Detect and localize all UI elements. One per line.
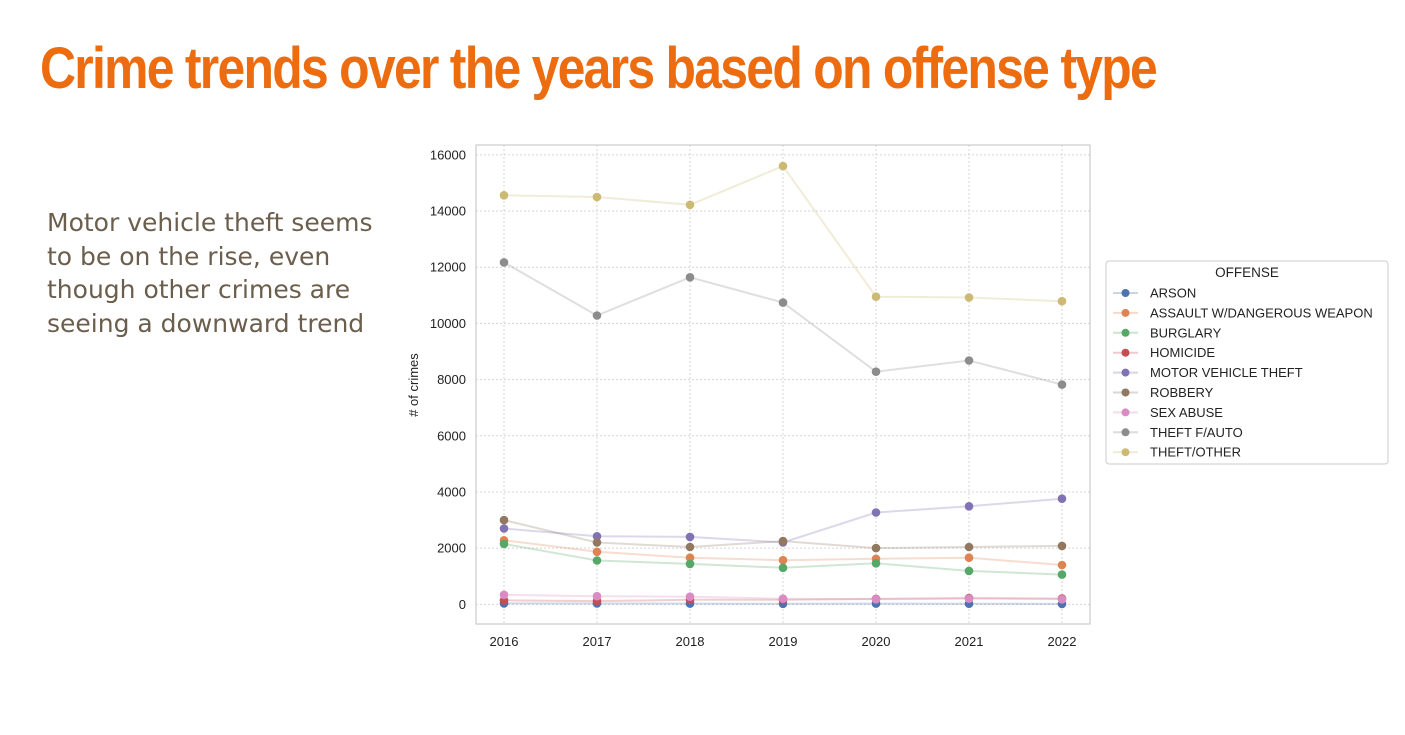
data-point-burglary [871,559,881,568]
legend-label-theft-other: THEFT/OTHER [1150,445,1241,460]
data-point-theft-other [778,161,788,171]
y-tick-label: 6000 [437,428,466,443]
legend-marker-homicide [1121,348,1130,357]
legend-label-motor-vehicle-theft: MOTOR VEHICLE THEFT [1150,365,1303,380]
data-point-assault-w-dangerous-weapon [964,553,974,562]
data-point-theft-f-auto [1057,380,1067,389]
y-tick-label: 4000 [437,484,466,499]
data-point-sex-abuse [685,592,695,601]
data-point-sex-abuse [964,594,974,603]
data-point-sex-abuse [778,594,788,603]
data-point-theft-f-auto [685,273,695,282]
plot-frame [475,144,1091,625]
legend-marker-sex-abuse [1121,408,1130,417]
y-tick-label: 16000 [430,147,466,162]
data-point-assault-w-dangerous-weapon [778,555,788,565]
data-point-theft-other [964,293,974,302]
x-tick-label: 2020 [862,634,891,649]
data-point-sex-abuse [1057,595,1067,604]
data-point-robbery [592,538,602,547]
data-point-robbery [499,515,509,525]
x-tick-label: 2022 [1048,634,1077,649]
data-point-sex-abuse [871,595,881,604]
y-tick-label: 10000 [430,316,466,331]
x-tick-label: 2019 [769,634,798,649]
legend-label-assault-w-dangerous-weapon: ASSAULT W/DANGEROUS WEAPON [1150,305,1373,320]
legend-label-sex-abuse: SEX ABUSE [1150,405,1223,420]
data-point-burglary [499,539,509,549]
y-tick-label: 12000 [430,260,466,275]
data-point-motor-vehicle-theft [685,532,695,542]
data-point-sex-abuse [592,591,602,601]
data-point-theft-f-auto [871,367,881,377]
data-point-robbery [871,543,881,553]
legend-items: ARSON ASSAULT W/DANGEROUS WEAPON BURGLARY H… [1113,286,1373,460]
x-tick-label: 2017 [583,634,612,649]
legend-marker-theft-f-auto [1121,428,1130,437]
legend-marker-motor-vehicle-theft [1121,368,1130,377]
data-point-burglary [964,566,974,576]
data-point-burglary [685,559,695,569]
x-tick-label: 2021 [955,634,984,649]
data-point-theft-f-auto [499,258,509,267]
x-tick-label: 2016 [490,634,519,649]
data-point-motor-vehicle-theft [499,524,509,533]
data-point-theft-other [1057,296,1067,306]
data-point-motor-vehicle-theft [1057,494,1067,504]
series-points [499,161,1067,609]
data-point-burglary [592,556,602,565]
legend-frame [1105,260,1389,465]
data-point-theft-other [871,292,881,302]
legend-label-burglary: BURGLARY [1150,325,1222,340]
data-point-robbery [685,542,695,552]
data-point-robbery [778,536,788,546]
data-point-robbery [964,542,974,552]
data-point-burglary [1057,570,1067,579]
data-point-theft-f-auto [964,356,974,365]
y-tick-label: 14000 [430,204,466,219]
data-point-motor-vehicle-theft [592,532,602,541]
y-axis-label: # of crimes [406,353,421,417]
data-point-robbery [1057,541,1067,551]
data-point-assault-w-dangerous-weapon [685,553,695,562]
legend-label-arson: ARSON [1150,286,1196,301]
data-point-burglary [778,563,788,573]
legend-label-robbery: ROBBERY [1150,385,1214,400]
data-point-theft-f-auto [592,311,602,320]
x-tick-label: 2018 [676,634,705,649]
legend-label-theft-f-auto: THEFT F/AUTO [1150,425,1243,440]
data-point-motor-vehicle-theft [964,502,974,511]
data-point-theft-other [592,192,602,202]
y-tick-label: 0 [459,597,466,612]
y-tick-label: 8000 [437,372,466,387]
data-point-assault-w-dangerous-weapon [592,547,602,557]
data-point-theft-f-auto [778,298,788,307]
tick-labels: 2016 2017 2018 2019 2020 2021 2022 0 2000 4000 600… [430,147,1077,649]
grid-layer [476,145,1090,624]
legend-title: OFFENSE [1215,265,1279,280]
data-point-sex-abuse [499,590,509,600]
slide-title: Crime trends over the years based on off… [40,36,1158,101]
legend-marker-robbery [1121,388,1130,397]
data-point-assault-w-dangerous-weapon [1057,560,1067,570]
data-point-motor-vehicle-theft [871,508,881,517]
legend-marker-theft-other [1121,448,1130,457]
legend: OFFENSE ARSON ASSAULT W/DANGEROUS WEAPON B… [1105,260,1389,465]
data-point-theft-other [499,191,509,200]
data-point-theft-other [685,200,695,210]
legend-marker-burglary [1121,328,1130,337]
y-tick-label: 2000 [437,541,466,556]
legend-label-homicide: HOMICIDE [1150,345,1215,360]
legend-marker-assault-w-dangerous-weapon [1121,308,1130,317]
legend-marker-arson [1121,289,1130,297]
slide-body-text: Motor vehicle theft seems to be on the r… [47,208,373,338]
